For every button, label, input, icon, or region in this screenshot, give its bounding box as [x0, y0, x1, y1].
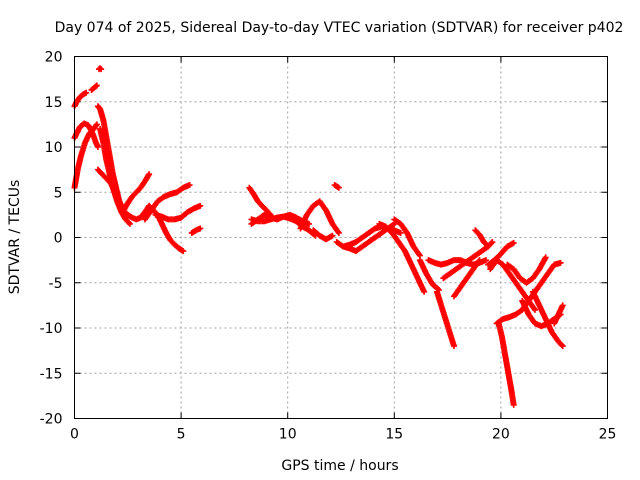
series-arc04 — [88, 82, 100, 93]
y-tick-label: 15 — [45, 95, 63, 111]
grid-layer — [74, 56, 608, 419]
series-arc30 — [485, 239, 517, 268]
y-tick-label: -20 — [40, 412, 63, 428]
data-point — [186, 182, 193, 189]
series-arc14 — [246, 184, 274, 218]
x-tick-label: 5 — [177, 427, 186, 443]
data-point — [421, 288, 428, 295]
chart-title: Day 074 of 2025, Sidereal Day-to-day VTE… — [55, 20, 624, 36]
data-point — [532, 306, 539, 313]
series-arc29 — [472, 227, 496, 250]
x-tick-label: 0 — [70, 427, 79, 443]
data-point — [93, 121, 100, 128]
data-point-interp — [558, 341, 565, 348]
data-point — [510, 401, 517, 408]
series-arc22 — [376, 220, 428, 295]
data-point — [306, 220, 313, 227]
series-arc11 — [141, 182, 193, 223]
data-point — [397, 229, 404, 236]
series-arc37 — [551, 302, 566, 327]
x-tick-label: 25 — [599, 427, 617, 443]
data-point-interp — [488, 240, 495, 247]
data-point — [180, 248, 187, 255]
data-point — [489, 239, 496, 246]
series-arc19 — [331, 182, 342, 191]
data-point — [542, 254, 549, 261]
data-point — [146, 171, 153, 178]
data-point — [97, 65, 104, 72]
data-point — [482, 257, 489, 264]
series-arc24 — [416, 257, 443, 293]
y-tick-label: -5 — [49, 276, 63, 292]
series-arc36 — [529, 288, 566, 350]
data-point — [94, 144, 101, 150]
data-point — [98, 66, 105, 73]
data-point — [197, 225, 204, 232]
plot-frame — [74, 56, 608, 419]
points-layer — [71, 65, 566, 408]
y-tick-label: -10 — [40, 321, 63, 337]
series-arc27 — [440, 243, 492, 282]
series-arc12 — [152, 202, 204, 223]
data-point — [335, 229, 342, 236]
y-tick-label: 0 — [54, 231, 63, 247]
series-arc26 — [433, 288, 457, 350]
data-point — [197, 202, 204, 209]
series-arc28 — [450, 257, 483, 300]
data-point — [329, 232, 336, 239]
data-point — [476, 257, 483, 264]
x-axis-label: GPS time / hours — [281, 458, 398, 474]
y-tick-label: 5 — [54, 185, 63, 201]
series-arc23 — [391, 216, 423, 259]
data-point — [559, 343, 566, 350]
series-arc32 — [495, 320, 517, 408]
data-point — [335, 184, 342, 191]
y-tick-label: 10 — [45, 140, 63, 156]
data-point — [559, 302, 566, 309]
series-arc09 — [120, 171, 153, 214]
tick-layer: 0 5 10 15 20 25 -20 -15 -10 -5 0 5 10 15 20 — [40, 50, 617, 443]
y-axis-label: SDTVAR / TECUs — [7, 180, 23, 295]
data-point — [93, 82, 100, 89]
x-tick-label: 10 — [279, 427, 297, 443]
series-arc17 — [297, 198, 342, 236]
series-arc18 — [310, 227, 336, 243]
x-tick-label: 15 — [385, 427, 403, 443]
y-tick-label: 20 — [45, 50, 63, 66]
data-point — [126, 220, 133, 227]
y-tick-label: -15 — [40, 366, 63, 382]
data-point — [450, 343, 457, 350]
series-arc08 — [94, 166, 127, 214]
series-arc02 — [71, 120, 101, 150]
series-arc05 — [96, 65, 105, 73]
series-arc13 — [188, 225, 204, 236]
data-point-interp — [125, 219, 132, 226]
data-point — [510, 239, 517, 246]
data-point — [83, 89, 90, 96]
series-arc34 — [504, 254, 549, 286]
data-point — [557, 259, 564, 266]
data-point-interp — [92, 83, 99, 90]
x-tick-label: 20 — [492, 427, 510, 443]
